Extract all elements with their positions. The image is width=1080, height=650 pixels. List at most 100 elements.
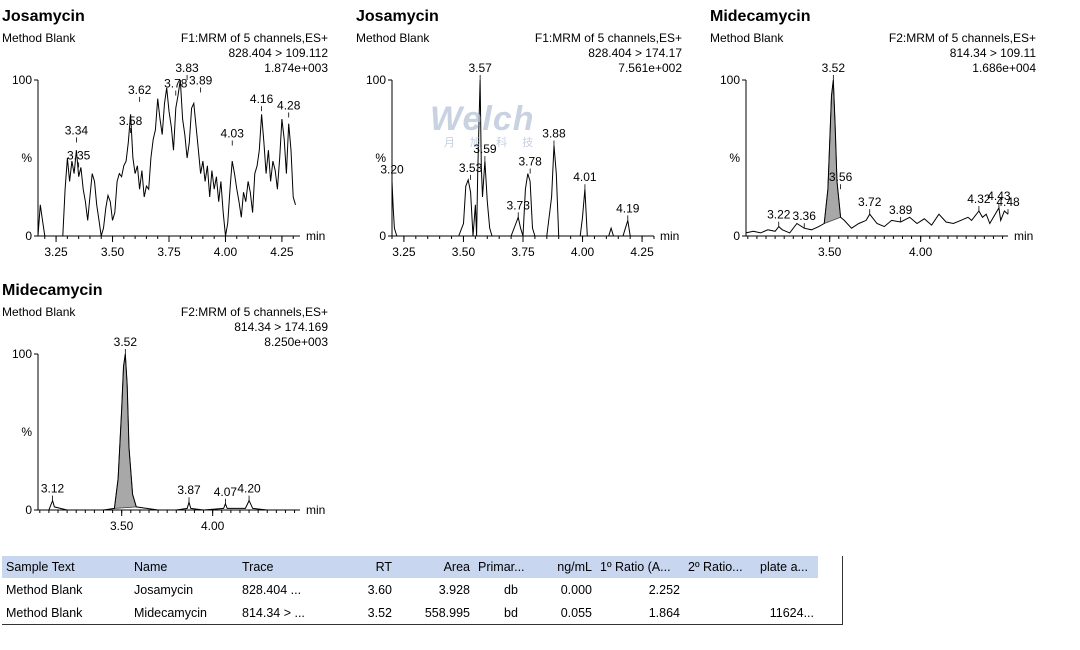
transition-label: 814.34 > 174.169	[234, 320, 328, 334]
trace-header: F1:MRM of 5 channels,ES+ 828.404 > 174.1…	[535, 31, 682, 76]
x-tick-label: 3.50	[452, 245, 476, 259]
cell-trace: 828.404 ...	[242, 582, 302, 597]
peak-label: 4.48	[996, 195, 1020, 209]
peak-label: 3.89	[889, 203, 913, 217]
chromatogram-chart: 0 100% 3.50 4.00 min 3.12 3.52 3.87 4.07 4.20	[12, 335, 325, 533]
x-axis-unit: min	[1014, 229, 1033, 243]
col-header-trace[interactable]: Trace	[238, 556, 326, 578]
x-tick-label: 4.00	[909, 245, 933, 259]
trace-header: F2:MRM of 5 channels,ES+ 814.34 > 174.16…	[181, 305, 328, 350]
chromatogram-chart: 0 100% 3.50 4.00 min 3.22 3.36 3.52 3.56 3.72 3.89…	[720, 61, 1033, 259]
x-tick-label: 4.25	[270, 245, 294, 259]
y-tick-label: 0	[379, 229, 386, 243]
sample-name: Method Blank	[710, 31, 784, 45]
peak-label: 4.28	[277, 98, 301, 112]
col-header-name[interactable]: Name	[130, 556, 238, 578]
y-tick-label: 100	[366, 73, 386, 87]
cell-primary: db	[504, 582, 518, 597]
x-tick-label: 4.00	[201, 519, 225, 533]
cell-ratio1: 2.252	[648, 582, 680, 597]
x-tick-label: 3.50	[818, 245, 842, 259]
peak-label: 3.87	[177, 483, 201, 497]
chromatogram-trace	[391, 79, 654, 237]
col-header-ratio2[interactable]: 2º Ratio...	[684, 556, 756, 578]
y-axis-label: %	[375, 151, 386, 165]
intensity-label: 8.250e+003	[264, 335, 328, 349]
chromatogram-chart: 0 100% 3.25 3.50 3.75 4.00 4.25 min 3.34 3.35 3.58…	[12, 61, 325, 259]
x-tick-label: 3.25	[44, 245, 68, 259]
peak-label: 3.12	[41, 482, 65, 496]
col-header-plate[interactable]: plate a...	[756, 556, 818, 578]
chromatogram-panel-1: Josamycin Method Blank F1:MRM of 5 chann…	[0, 8, 340, 270]
transition-label: 814.34 > 109.11	[949, 46, 1036, 60]
chromatogram-panel-3: Midecamycin Method Blank F2:MRM of 5 cha…	[708, 8, 1048, 270]
col-header-ng-ml[interactable]: ng/mL	[548, 556, 596, 578]
watermark-logo: Welch 月 旭 科 技	[430, 100, 540, 150]
col-header-rt[interactable]: RT	[326, 556, 396, 578]
compound-name: Josamycin	[2, 8, 85, 25]
col-header-primary[interactable]: Primar...	[474, 556, 548, 578]
chromatogram-trace	[745, 79, 1009, 234]
trace-header: F2:MRM of 5 channels,ES+ 814.34 > 109.11…	[889, 31, 1036, 76]
peak-label: 3.57	[468, 61, 492, 75]
peak-label: 3.73	[507, 198, 531, 212]
x-tick-label: 3.75	[157, 245, 181, 259]
sample-name: Method Blank	[2, 31, 76, 45]
cell-ng-ml: 0.000	[560, 582, 592, 597]
transition-label: 828.404 > 109.112	[228, 46, 328, 60]
watermark-subtext: 月 旭 科 技	[444, 137, 540, 149]
peak-label: 3.58	[119, 114, 143, 128]
x-tick-label: 3.50	[110, 519, 134, 533]
chromatogram-trace	[38, 353, 300, 511]
col-header-area[interactable]: Area	[396, 556, 474, 578]
peak-label: 3.52	[114, 335, 138, 349]
peak-label: 4.19	[616, 201, 640, 215]
y-tick-label: 0	[733, 229, 740, 243]
peak-label: 4.32	[967, 192, 991, 206]
y-tick-label: 100	[12, 347, 32, 361]
x-tick-label: 3.50	[101, 245, 125, 259]
table-row[interactable]: Method Blank Josamycin 828.404 ... 3.60 …	[2, 578, 818, 601]
col-header-sample-text[interactable]: Sample Text	[2, 556, 130, 578]
y-axis-label: %	[21, 151, 32, 165]
cell-rt: 3.60	[367, 582, 392, 597]
peak-label: 3.59	[473, 142, 497, 156]
table-row[interactable]: Method Blank Midecamycin 814.34 > ... 3.…	[2, 601, 818, 624]
chromatogram-chart: 0 100% 3.25 3.50 3.75 4.00 4.25 min 3.20 3.53 3.57…	[366, 61, 679, 259]
x-tick-label: 4.00	[571, 245, 595, 259]
peak-label: 3.34	[65, 123, 89, 137]
peak-label: 3.53	[459, 161, 483, 175]
cell-area: 558.995	[424, 605, 470, 620]
cell-ratio1: 1.864	[648, 605, 680, 620]
cell-trace: 814.34 > ...	[242, 605, 305, 620]
cell-plate: 11624...	[769, 605, 814, 620]
cell-sample-text: Method Blank	[6, 582, 83, 597]
cell-ng-ml: 0.055	[560, 605, 592, 620]
watermark-text: Welch	[430, 100, 535, 138]
cell-primary: bd	[504, 605, 518, 620]
cell-name: Midecamycin	[134, 605, 207, 620]
peak-label: 3.72	[858, 195, 882, 209]
col-header-ratio1[interactable]: 1º Ratio (A...	[596, 556, 684, 578]
function-label: F1:MRM of 5 channels,ES+	[534, 31, 682, 45]
cell-plate	[756, 578, 818, 601]
peak-label: 3.56	[829, 170, 853, 184]
compound-name: Josamycin	[356, 8, 439, 25]
transition-label: 828.404 > 174.17	[588, 46, 682, 60]
peak-label: 3.88	[542, 127, 566, 141]
trace-header: F1:MRM of 5 channels,ES+ 828.404 > 109.1…	[181, 31, 328, 76]
results-table: Sample Text Name Trace RT Area Primar...…	[2, 556, 818, 624]
y-axis-label: %	[21, 425, 32, 439]
y-axis-label: %	[729, 151, 740, 165]
cell-ratio2	[684, 578, 756, 601]
compound-name: Midecamycin	[2, 282, 103, 299]
x-tick-label: 4.00	[214, 245, 238, 259]
peak-label: 4.20	[237, 482, 261, 496]
peak-label: 3.89	[189, 73, 213, 87]
y-tick-label: 0	[25, 229, 32, 243]
peak-label: 4.01	[573, 170, 597, 184]
cell-area: 3.928	[438, 582, 470, 597]
x-axis-unit: min	[660, 229, 679, 243]
peak-label: 3.20	[380, 162, 404, 176]
x-tick-label: 3.75	[511, 245, 535, 259]
